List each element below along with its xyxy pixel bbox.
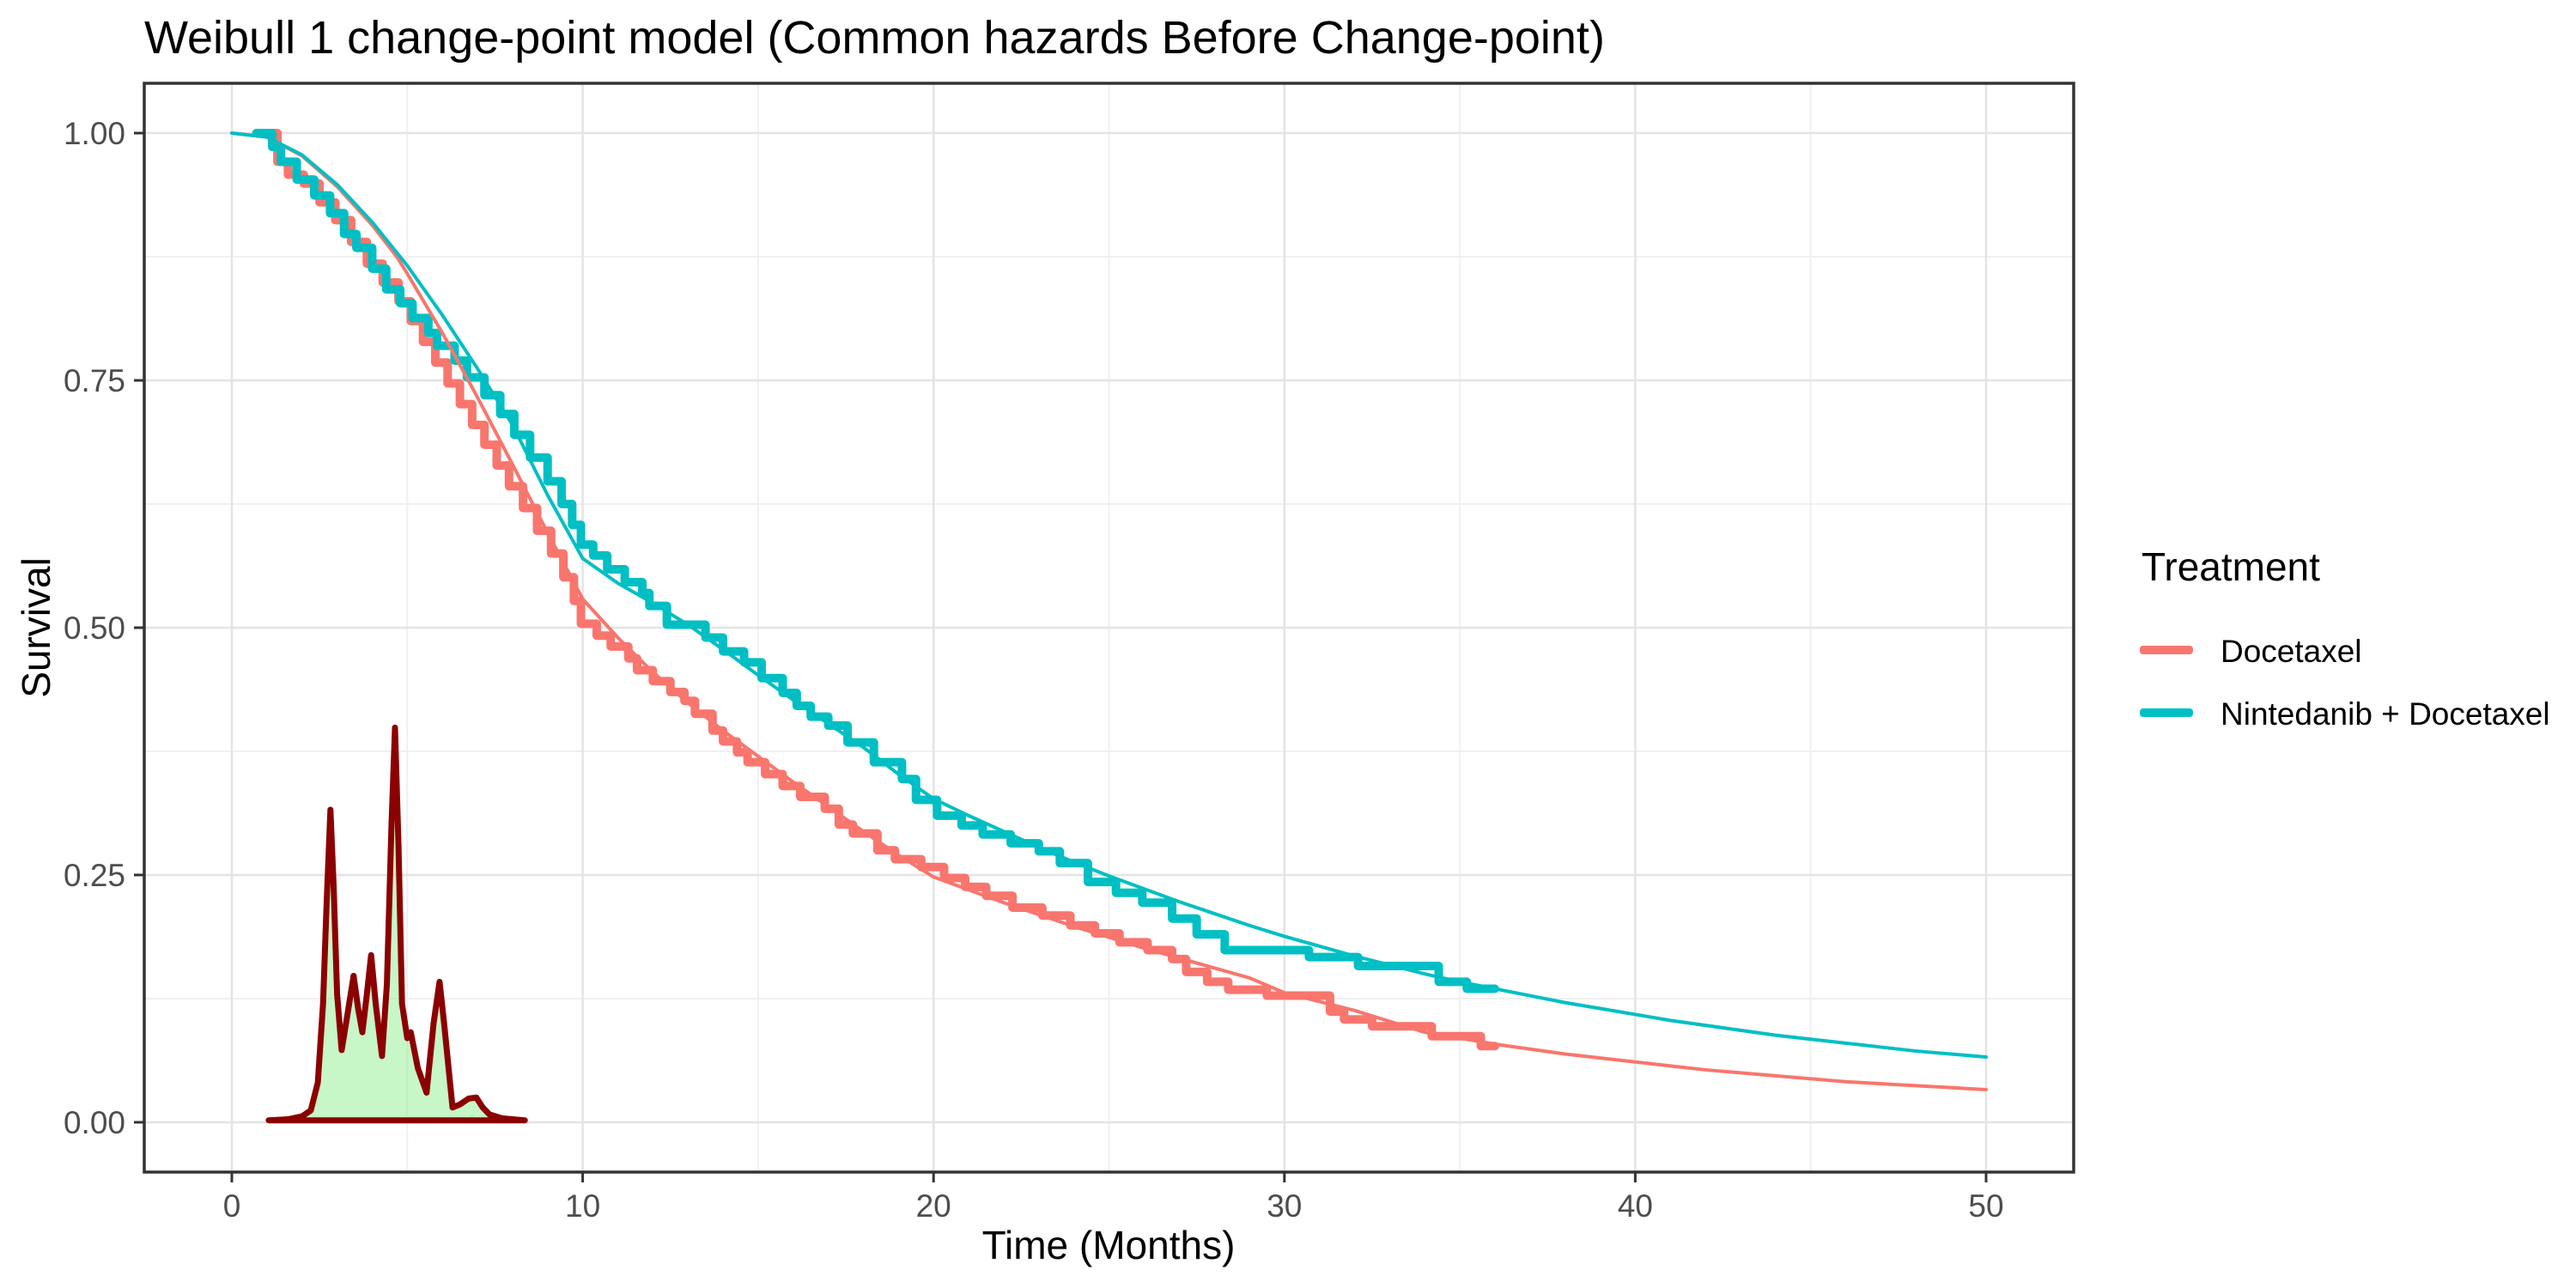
changepoint-density-curve (265, 724, 528, 1124)
x-tick-label: 30 (1267, 1188, 1302, 1224)
y-tick-label: 0.50 (64, 611, 125, 646)
axis-ticks (134, 131, 1988, 1182)
legend-label-nintedanib-docetaxel: Nintedanib + Docetaxel (2221, 696, 2550, 732)
y-tick-label: 0.75 (64, 363, 125, 398)
y-tick-label: 1.00 (64, 116, 125, 151)
legend-title: Treatment (2142, 544, 2320, 589)
legend-key-docetaxel-line (2140, 646, 2193, 654)
fitted-curve-nintedanib-docetaxel-weibull-fit (230, 131, 1988, 1059)
km-curve-nintedanib-docetaxel-kaplan-meier (252, 129, 1499, 993)
x-tick-label: 40 (1618, 1188, 1653, 1224)
y-tick-label: 0.00 (64, 1105, 125, 1140)
legend-key-nintedanib-docetaxel-line (2140, 708, 2193, 717)
legend-item-nintedanib-docetaxel: Nintedanib + Docetaxel (2140, 696, 2550, 732)
legend: Treatment Docetaxel Nintedanib + Docetax… (2140, 544, 2550, 732)
x-tick-label: 10 (565, 1188, 600, 1224)
y-tick-label: 0.25 (64, 858, 125, 893)
x-axis-title: Time (Months) (982, 1223, 1236, 1267)
y-axis-title: Survival (14, 557, 58, 698)
legend-label-docetaxel: Docetaxel (2221, 634, 2362, 669)
fitted-curve-docetaxel-weibull-fit (230, 131, 1988, 1091)
x-tick-label: 50 (1968, 1188, 2003, 1224)
changepoint-density-fill (268, 727, 526, 1121)
series-layer (230, 129, 1988, 1124)
km-curve-docetaxel-kaplan-meier (252, 129, 1499, 1051)
axis-tick-labels: 0 10 20 30 40 50 0.00 0.25 0.50 0.75 1.00 (64, 116, 2004, 1224)
legend-item-docetaxel: Docetaxel (2140, 634, 2362, 669)
x-tick-label: 0 (223, 1188, 241, 1224)
chart-title: Weibull 1 change-point model (Common haz… (144, 12, 1605, 64)
x-tick-label: 20 (916, 1188, 951, 1224)
